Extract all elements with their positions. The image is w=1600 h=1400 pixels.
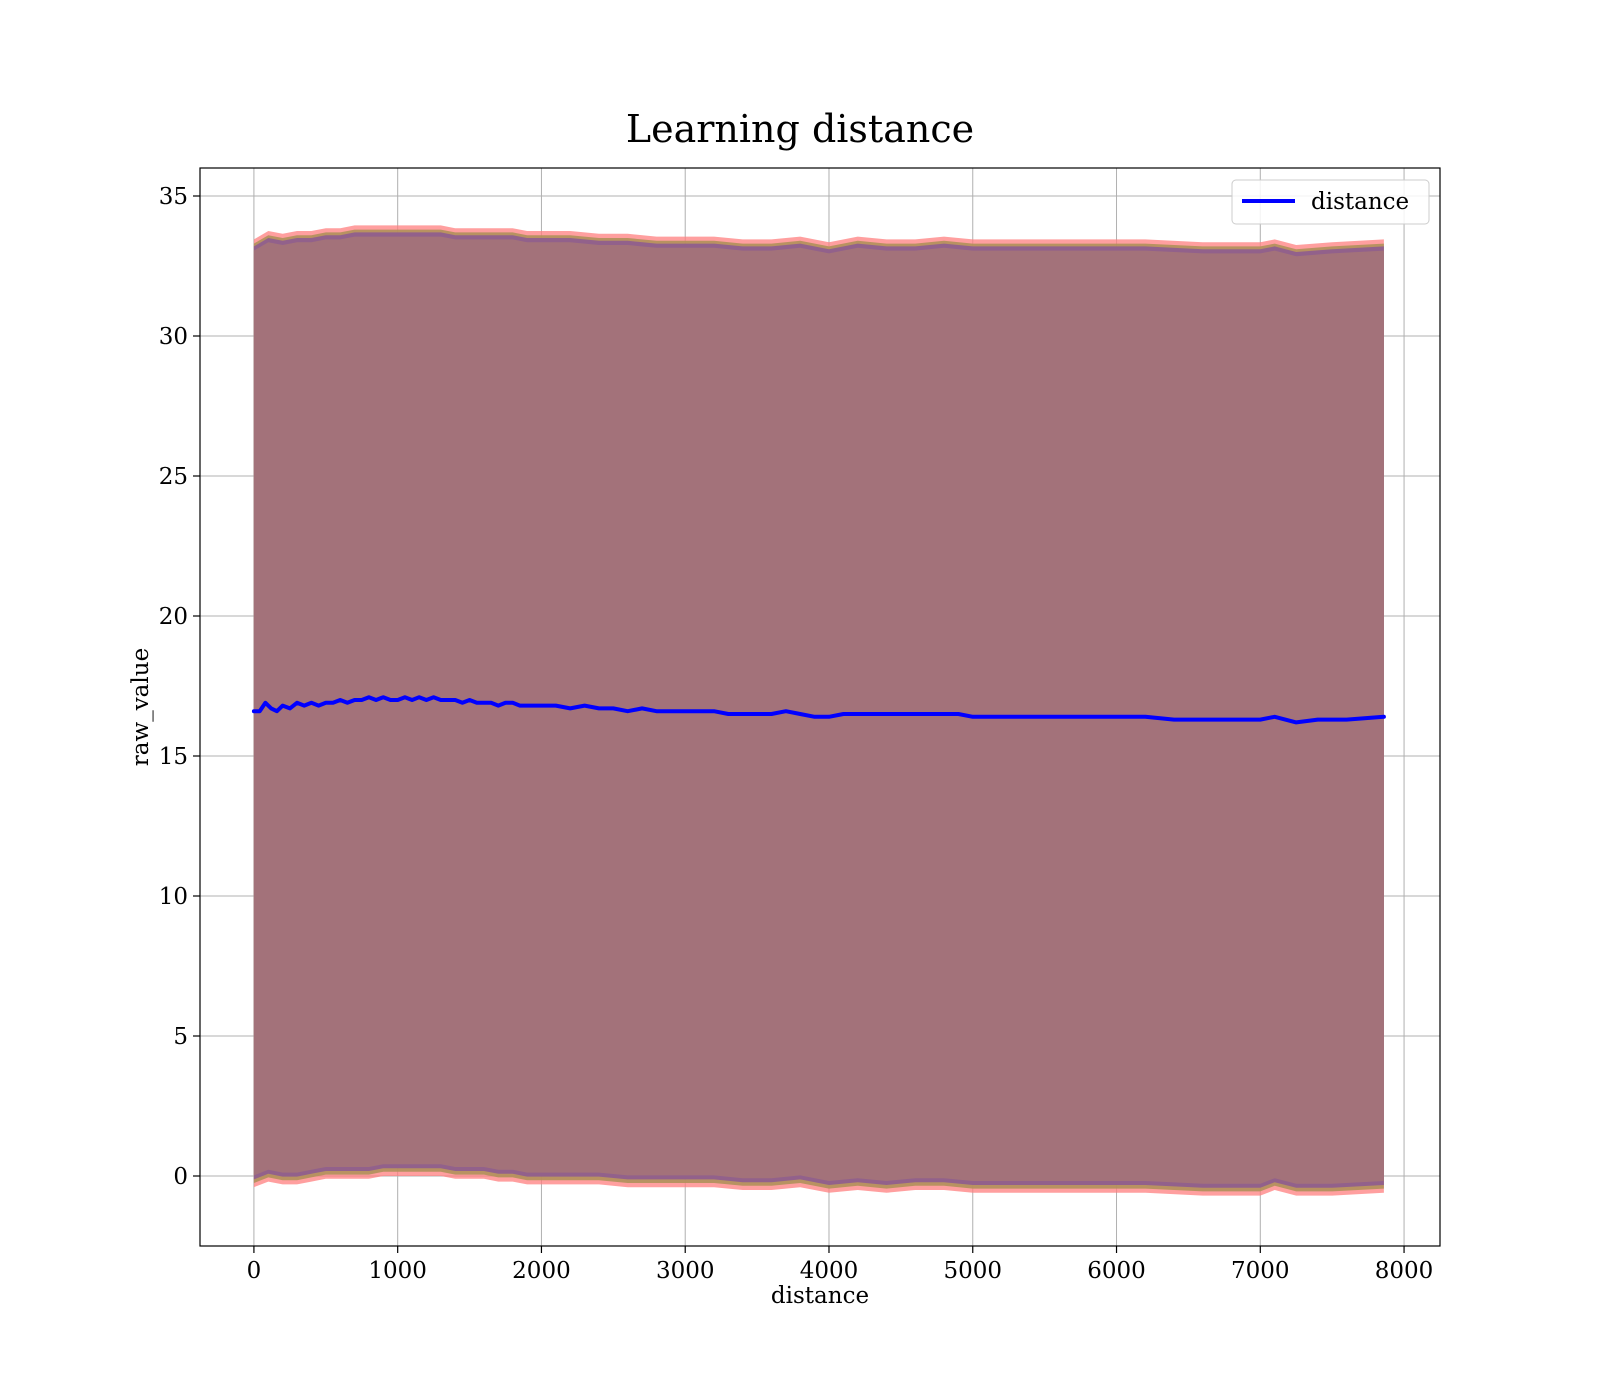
x-tick-label: 0 — [247, 1258, 262, 1284]
x-tick-label: 4000 — [800, 1258, 859, 1284]
chart-title: Learning distance — [626, 107, 974, 151]
x-tick-label: 5000 — [943, 1258, 1002, 1284]
y-axis: 0 5 10 15 20 25 30 35 — [159, 184, 200, 1190]
x-tick-label: 1000 — [368, 1258, 427, 1284]
y-tick-label: 20 — [159, 604, 188, 630]
y-axis-label: raw_value — [128, 648, 154, 766]
x-tick-label: 3000 — [656, 1258, 715, 1284]
x-tick-label: 2000 — [512, 1258, 571, 1284]
legend-label-distance: distance — [1311, 189, 1409, 215]
x-tick-label: 8000 — [1375, 1258, 1434, 1284]
error-band — [253, 225, 1384, 1196]
x-tick-label: 6000 — [1087, 1258, 1146, 1284]
y-tick-label: 0 — [173, 1164, 188, 1190]
y-tick-label: 10 — [159, 884, 188, 910]
band-fill — [253, 236, 1384, 1184]
x-tick-label: 7000 — [1231, 1258, 1290, 1284]
series-lines — [251, 695, 1386, 725]
y-tick-label: 35 — [159, 184, 188, 210]
x-axis: 0 1000 2000 3000 4000 5000 6000 7000 8000 — [247, 1246, 1434, 1284]
y-tick-label: 30 — [159, 324, 188, 350]
plot-frame — [199, 167, 1441, 1247]
y-tick-label: 5 — [173, 1024, 188, 1050]
x-axis-label: distance — [771, 1283, 869, 1309]
y-tick-label: 25 — [159, 464, 188, 490]
legend: distance — [1231, 179, 1430, 225]
y-tick-label: 15 — [159, 744, 188, 770]
legend-box — [1231, 179, 1430, 225]
series-line-0 — [251, 695, 1386, 725]
